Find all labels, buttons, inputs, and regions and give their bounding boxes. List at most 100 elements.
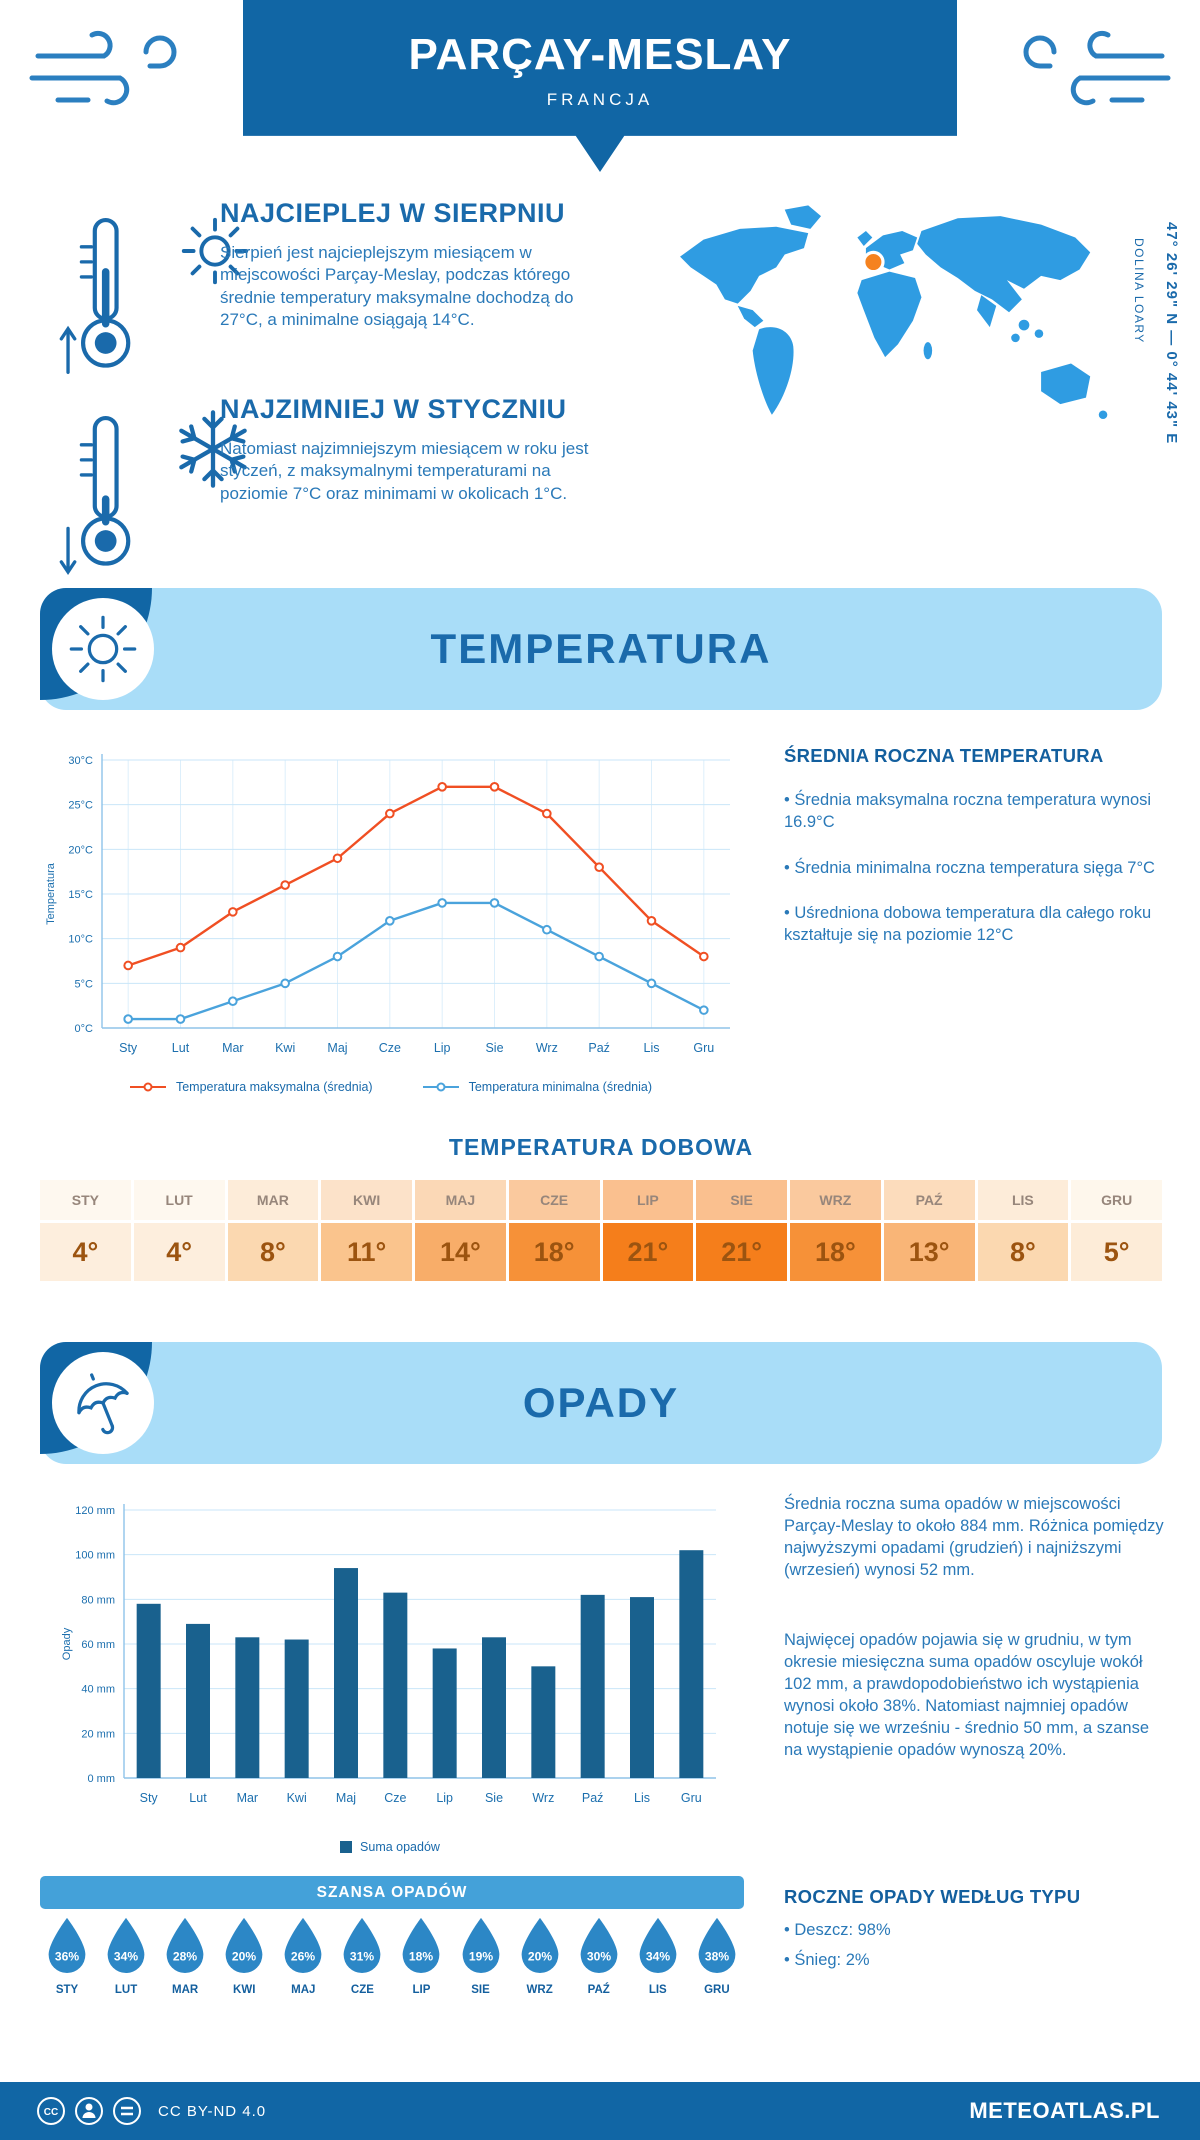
water-drop-icon: 36% bbox=[48, 1917, 86, 1974]
daily-month-header: GRU bbox=[1071, 1180, 1162, 1220]
precipitation-type-bullet: • Śnieg: 2% bbox=[784, 1950, 870, 1969]
water-drop-icon: 31% bbox=[344, 1917, 381, 1974]
region-label: DOLINA LOARY bbox=[1132, 238, 1146, 344]
svg-text:Lut: Lut bbox=[172, 1041, 190, 1055]
temperature-summary-list: • Średnia maksymalna roczna temperatura … bbox=[784, 790, 1162, 971]
temperature-bullet: • Uśredniona dobowa temperatura dla całe… bbox=[784, 904, 1152, 945]
precipitation-chance-item: 18% LIP bbox=[394, 1916, 448, 1996]
svg-text:Sty: Sty bbox=[119, 1041, 138, 1055]
cc-nd-equals-icon bbox=[113, 2097, 141, 2125]
svg-text:0°C: 0°C bbox=[75, 1023, 94, 1035]
precipitation-paragraph: Średnia roczna suma opadów w miejscowośc… bbox=[784, 1495, 1164, 1579]
svg-text:Lip: Lip bbox=[434, 1041, 451, 1055]
precipitation-chance-item: 34% LIS bbox=[631, 1916, 685, 1996]
world-map bbox=[680, 205, 1108, 420]
precipitation-chance-row: 36% STY 34% LUT 28% MAR 20% KWI 26% MAJ bbox=[40, 1916, 744, 1996]
precipitation-banner: OPADY bbox=[40, 1342, 1162, 1464]
daily-temp-cell: 4° bbox=[133, 1223, 225, 1281]
water-drop-icon: 20% bbox=[521, 1917, 558, 1974]
precipitation-type-bullet: • Deszcz: 98% bbox=[784, 1921, 891, 1939]
svg-text:Mar: Mar bbox=[222, 1041, 244, 1055]
chance-month-label: WRZ bbox=[526, 1984, 553, 1996]
coldest-title: NAJZIMNIEJ W STYCZNIU bbox=[220, 394, 567, 424]
temperature-bullet: • Średnia minimalna roczna temperatura s… bbox=[784, 858, 1155, 877]
precipitation-type-title: ROCZNE OPADY WEDŁUG TYPU bbox=[784, 1886, 1081, 1907]
precipitation-chart-legend: Suma opadów bbox=[40, 1840, 740, 1854]
daily-temp-cell: 8° bbox=[227, 1223, 319, 1281]
chance-month-label: MAJ bbox=[291, 1984, 316, 1996]
svg-text:Sty: Sty bbox=[140, 1791, 159, 1805]
precipitation-chance-item: 30% PAŹ bbox=[572, 1916, 626, 1996]
svg-text:Cze: Cze bbox=[384, 1791, 406, 1805]
site-logo: METEOATLAS.PL bbox=[969, 2098, 1160, 2123]
legend-item: Temperatura maksymalna (średnia) bbox=[128, 1080, 373, 1094]
daily-temp-cell: 5° bbox=[1071, 1223, 1162, 1281]
svg-text:30°C: 30°C bbox=[68, 755, 93, 767]
daily-temp-cell: 18° bbox=[790, 1223, 881, 1281]
svg-text:30%: 30% bbox=[587, 1949, 611, 1963]
svg-text:Temperatura: Temperatura bbox=[45, 862, 57, 925]
svg-text:25°C: 25°C bbox=[68, 800, 93, 812]
svg-text:10°C: 10°C bbox=[68, 934, 93, 946]
svg-text:28%: 28% bbox=[173, 1949, 197, 1963]
legend-item: Temperatura minimalna (średnia) bbox=[421, 1080, 652, 1094]
precipitation-chance-item: 19% SIE bbox=[454, 1916, 508, 1996]
svg-text:19%: 19% bbox=[468, 1949, 492, 1963]
cc-icon: CC bbox=[37, 2097, 65, 2125]
temperature-summary-title: ŚREDNIA ROCZNA TEMPERATURA bbox=[784, 745, 1104, 766]
chance-month-label: MAR bbox=[172, 1984, 199, 1996]
header-banner: PARÇAY-MESLAY FRANCJA bbox=[243, 0, 957, 172]
daily-month-header: LIS bbox=[977, 1180, 1069, 1220]
daily-temp-cell: 11° bbox=[321, 1223, 412, 1281]
svg-text:Sie: Sie bbox=[485, 1041, 503, 1055]
precipitation-chance-item: 38% GRU bbox=[690, 1916, 744, 1996]
chance-month-label: LUT bbox=[114, 1984, 138, 1996]
water-drop-icon: 19% bbox=[462, 1917, 499, 1974]
precipitation-chance-item: 26% MAJ bbox=[276, 1916, 330, 1996]
umbrella-badge bbox=[52, 1352, 154, 1454]
umbrella-icon bbox=[77, 1373, 129, 1435]
svg-text:38%: 38% bbox=[705, 1949, 729, 1963]
precipitation-chance-item: 34% LUT bbox=[99, 1916, 153, 1996]
svg-text:40 mm: 40 mm bbox=[81, 1684, 115, 1696]
location-marker bbox=[862, 250, 885, 274]
warmest-text: Sierpień jest najcieplejszym miesiącem w… bbox=[220, 243, 574, 330]
svg-text:20 mm: 20 mm bbox=[81, 1728, 115, 1740]
svg-text:60 mm: 60 mm bbox=[81, 1639, 115, 1651]
chance-month-label: STY bbox=[55, 1984, 79, 1996]
svg-text:Kwi: Kwi bbox=[287, 1791, 307, 1805]
daily-temp-cell: 18° bbox=[508, 1223, 600, 1281]
water-drop-icon: 18% bbox=[403, 1917, 440, 1974]
chance-month-label: GRU bbox=[704, 1984, 730, 1996]
water-drop-icon: 30% bbox=[580, 1917, 618, 1974]
legend-item: Suma opadów bbox=[340, 1840, 440, 1854]
svg-text:Maj: Maj bbox=[336, 1791, 356, 1805]
thermometer-warm-icon bbox=[59, 217, 131, 374]
svg-text:Gru: Gru bbox=[693, 1041, 714, 1055]
temperature-banner: TEMPERATURA bbox=[40, 588, 1162, 710]
sun-badge bbox=[52, 598, 154, 700]
svg-text:Lut: Lut bbox=[189, 1791, 207, 1805]
precipitation-chance-item: 20% WRZ bbox=[513, 1916, 567, 1996]
svg-text:Lis: Lis bbox=[634, 1791, 650, 1805]
svg-text:120 mm: 120 mm bbox=[75, 1505, 115, 1517]
daily-month-header: KWI bbox=[321, 1180, 412, 1220]
svg-text:CC: CC bbox=[44, 2107, 58, 2118]
temperature-chart: 0°C 5°C 10°C 15°C 20°C 25°C 30°C Sty Lut Mar Kwi Ma… bbox=[40, 742, 740, 1083]
svg-text:36%: 36% bbox=[55, 1949, 79, 1963]
chance-month-label: KWI bbox=[233, 1984, 256, 1996]
svg-text:Sie: Sie bbox=[485, 1791, 503, 1805]
daily-month-header: CZE bbox=[508, 1180, 600, 1220]
svg-text:Paź: Paź bbox=[588, 1041, 610, 1055]
daily-temp-cell: 21° bbox=[602, 1223, 694, 1281]
svg-text:Lip: Lip bbox=[436, 1791, 453, 1805]
svg-text:31%: 31% bbox=[350, 1949, 374, 1963]
svg-text:20°C: 20°C bbox=[68, 844, 93, 856]
svg-text:Kwi: Kwi bbox=[275, 1041, 295, 1055]
water-drop-icon: 34% bbox=[639, 1917, 677, 1974]
daily-temperature-title: TEMPERATURA DOBOWA bbox=[448, 1134, 754, 1160]
footer: CC CC BY-ND 4.0 METEOATLAS.PL bbox=[0, 2082, 1200, 2140]
page-subtitle: FRANCJA bbox=[546, 90, 654, 109]
svg-text:Opady: Opady bbox=[61, 1627, 73, 1660]
temperature-bullet: • Średnia maksymalna roczna temperatura … bbox=[784, 791, 1152, 831]
